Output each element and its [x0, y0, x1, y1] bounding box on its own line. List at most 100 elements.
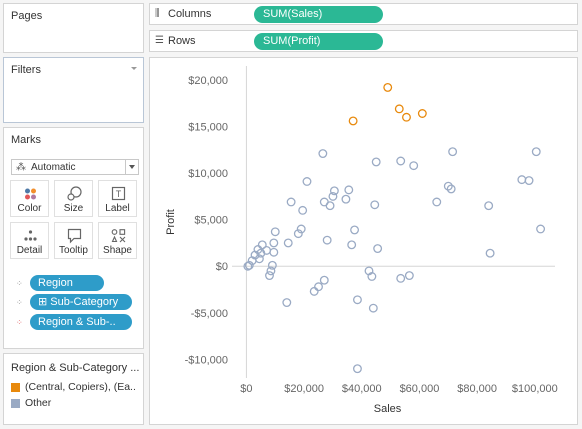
label-icon: T: [111, 186, 126, 201]
scatter-point: [417, 109, 427, 118]
scatter-point: [409, 161, 419, 171]
legend-swatch: [11, 382, 20, 392]
x-tick-label: $100,000: [512, 383, 558, 395]
legend-item-label: (Central, Copiers), (Ea..: [25, 381, 136, 393]
mark-type-dropdown[interactable]: ⁂ Automatic: [11, 159, 139, 175]
sub-category-pill[interactable]: ⊞ Sub-Category: [30, 294, 132, 310]
marks-field-region-sub-category: ⁘ Region & Sub-..: [16, 314, 132, 330]
scatter-point: [302, 177, 312, 186]
scatter-point: [266, 266, 276, 276]
scatter-point: [344, 185, 354, 195]
color-label: Color: [17, 203, 42, 214]
size-label: Size: [63, 203, 84, 214]
scatter-point: [265, 271, 274, 281]
label-button[interactable]: T Label: [98, 180, 137, 217]
filters-dropdown-icon[interactable]: [131, 67, 137, 70]
marks-card: Marks ⁂ Automatic Color Size T Label Det…: [3, 127, 144, 349]
tooltip-button[interactable]: Tooltip: [54, 222, 93, 259]
scatter-point: [443, 181, 453, 191]
scatter-point: [353, 364, 362, 374]
color-icon: ⁘: [16, 317, 23, 327]
scatter-point: [485, 248, 495, 258]
mark-type-label: Automatic: [31, 161, 76, 173]
color-button[interactable]: Color: [10, 180, 49, 217]
scatter-point: [394, 104, 404, 114]
shape-label: Shape: [103, 245, 132, 256]
sum-profit-pill[interactable]: SUM(Profit): [254, 33, 383, 50]
scatter-point: [243, 261, 253, 271]
rows-shelf[interactable]: ☰ Rows SUM(Profit): [149, 30, 578, 52]
scatter-point: [370, 200, 380, 210]
scatter-point: [328, 191, 338, 201]
color-icon: [25, 188, 36, 200]
scatter-point: [318, 149, 328, 158]
shape-button[interactable]: Shape: [98, 222, 137, 259]
scatter-point: [446, 184, 456, 194]
scatter-point: [367, 272, 377, 281]
scatter-point: [432, 197, 442, 207]
scatter-point: [368, 303, 378, 313]
label-label: Label: [105, 203, 130, 214]
region-sub-category-pill[interactable]: Region & Sub-..: [30, 314, 132, 330]
scatter-point: [270, 227, 280, 237]
scatter-point: [517, 175, 527, 185]
scatter-point: [348, 116, 358, 126]
scatter-point: [314, 282, 323, 292]
scatter-point: [396, 273, 406, 283]
x-tick-label: $80,000: [457, 383, 497, 395]
scatter-point: [269, 247, 279, 257]
filters-title: Filters: [11, 64, 41, 76]
scatter-point: [282, 298, 292, 308]
scatter-point: [347, 240, 357, 250]
y-tick-label: -$10,000: [185, 354, 228, 366]
legend-item-other[interactable]: Other: [11, 397, 51, 409]
legend-title: Region & Sub-Category ...: [11, 362, 140, 374]
scatter-point: [531, 147, 541, 157]
y-tick-label: -$5,000: [191, 308, 228, 320]
scatter-point: [298, 205, 308, 215]
scatter-point: [524, 176, 534, 186]
region-pill[interactable]: Region: [30, 275, 104, 291]
y-tick-label: $20,000: [188, 75, 228, 87]
x-tick-label: $0: [240, 383, 252, 395]
scatter-point: [286, 197, 296, 207]
scatter-point: [293, 229, 303, 239]
detail-button[interactable]: Detail: [10, 222, 49, 259]
x-tick-label: $40,000: [342, 383, 382, 395]
x-tick-label: $20,000: [284, 383, 324, 395]
scatter-chart: -$10,000 -$5,000 $0 $5,000 $10,000 $15,000 $20…: [165, 66, 558, 415]
scatter-point: [283, 238, 293, 248]
scatter-point: [383, 82, 393, 92]
sum-sales-pill[interactable]: SUM(Sales): [254, 6, 383, 23]
filters-card[interactable]: Filters: [3, 57, 144, 123]
size-button[interactable]: Size: [54, 180, 93, 217]
shape-icon: [111, 229, 126, 243]
tooltip-label: Tooltip: [59, 245, 88, 256]
scatter-point: [341, 194, 351, 204]
scatter-point: [353, 295, 362, 305]
y-tick-label: $5,000: [194, 215, 228, 227]
detail-icon: [24, 230, 37, 241]
color-legend: Region & Sub-Category ... (Central, Copi…: [3, 353, 144, 425]
legend-item-highlighted[interactable]: (Central, Copiers), (Ea..: [11, 381, 136, 393]
scatter-point: [402, 112, 411, 122]
y-tick-label: $15,000: [188, 122, 228, 134]
scatter-point: [296, 224, 306, 234]
y-tick-label: $10,000: [188, 168, 228, 180]
scatter-point: [309, 286, 319, 296]
pages-card[interactable]: Pages: [3, 3, 144, 53]
scatter-point: [319, 275, 329, 285]
y-tick-label: $0: [216, 261, 228, 273]
scatter-point: [373, 244, 383, 253]
scatter-point: [267, 260, 277, 270]
y-axis-title: Profit: [165, 209, 177, 235]
scatter-point: [484, 201, 494, 211]
columns-shelf[interactable]: ⫼ Columns SUM(Sales): [149, 3, 578, 25]
detail-label: Detail: [16, 245, 43, 256]
scatter-point: [247, 256, 257, 266]
chevron-down-icon[interactable]: [125, 160, 138, 174]
scatter-point: [329, 186, 339, 196]
scatter-point: [448, 147, 458, 157]
detail-icon: ⁘: [16, 278, 23, 288]
pages-title: Pages: [11, 10, 43, 22]
